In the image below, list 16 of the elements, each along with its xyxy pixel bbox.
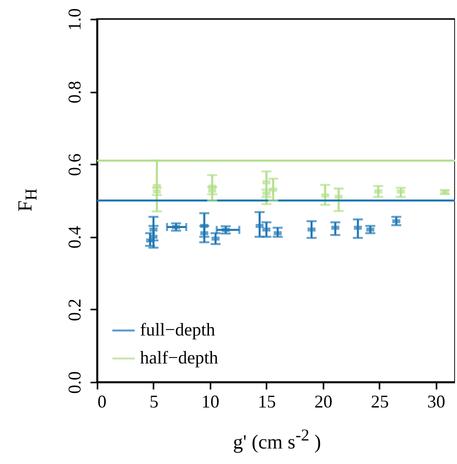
- y-tick-label: 0.6: [64, 153, 84, 176]
- y-tick-label: 0.4: [64, 226, 84, 249]
- x-tick-label: 10: [201, 392, 220, 412]
- y-tick-label: 1.0: [64, 8, 84, 31]
- legend-label: full−depth: [140, 320, 216, 340]
- legend-label: half−depth: [140, 348, 218, 368]
- x-tick-label: 25: [370, 392, 389, 412]
- x-tick-label: 20: [314, 392, 332, 412]
- y-tick-label: 0.8: [64, 80, 84, 104]
- x-tick-label: 30: [427, 392, 446, 412]
- y-tick-label: 0.2: [64, 298, 84, 322]
- x-tick-label: 0: [98, 392, 106, 412]
- x-tick-label: 5: [149, 392, 158, 412]
- y-tick-label: 0.0: [64, 371, 84, 394]
- x-axis-title: g' (cm s$^{-2}$ ): [232, 426, 322, 454]
- x-tick-label: 15: [258, 392, 276, 412]
